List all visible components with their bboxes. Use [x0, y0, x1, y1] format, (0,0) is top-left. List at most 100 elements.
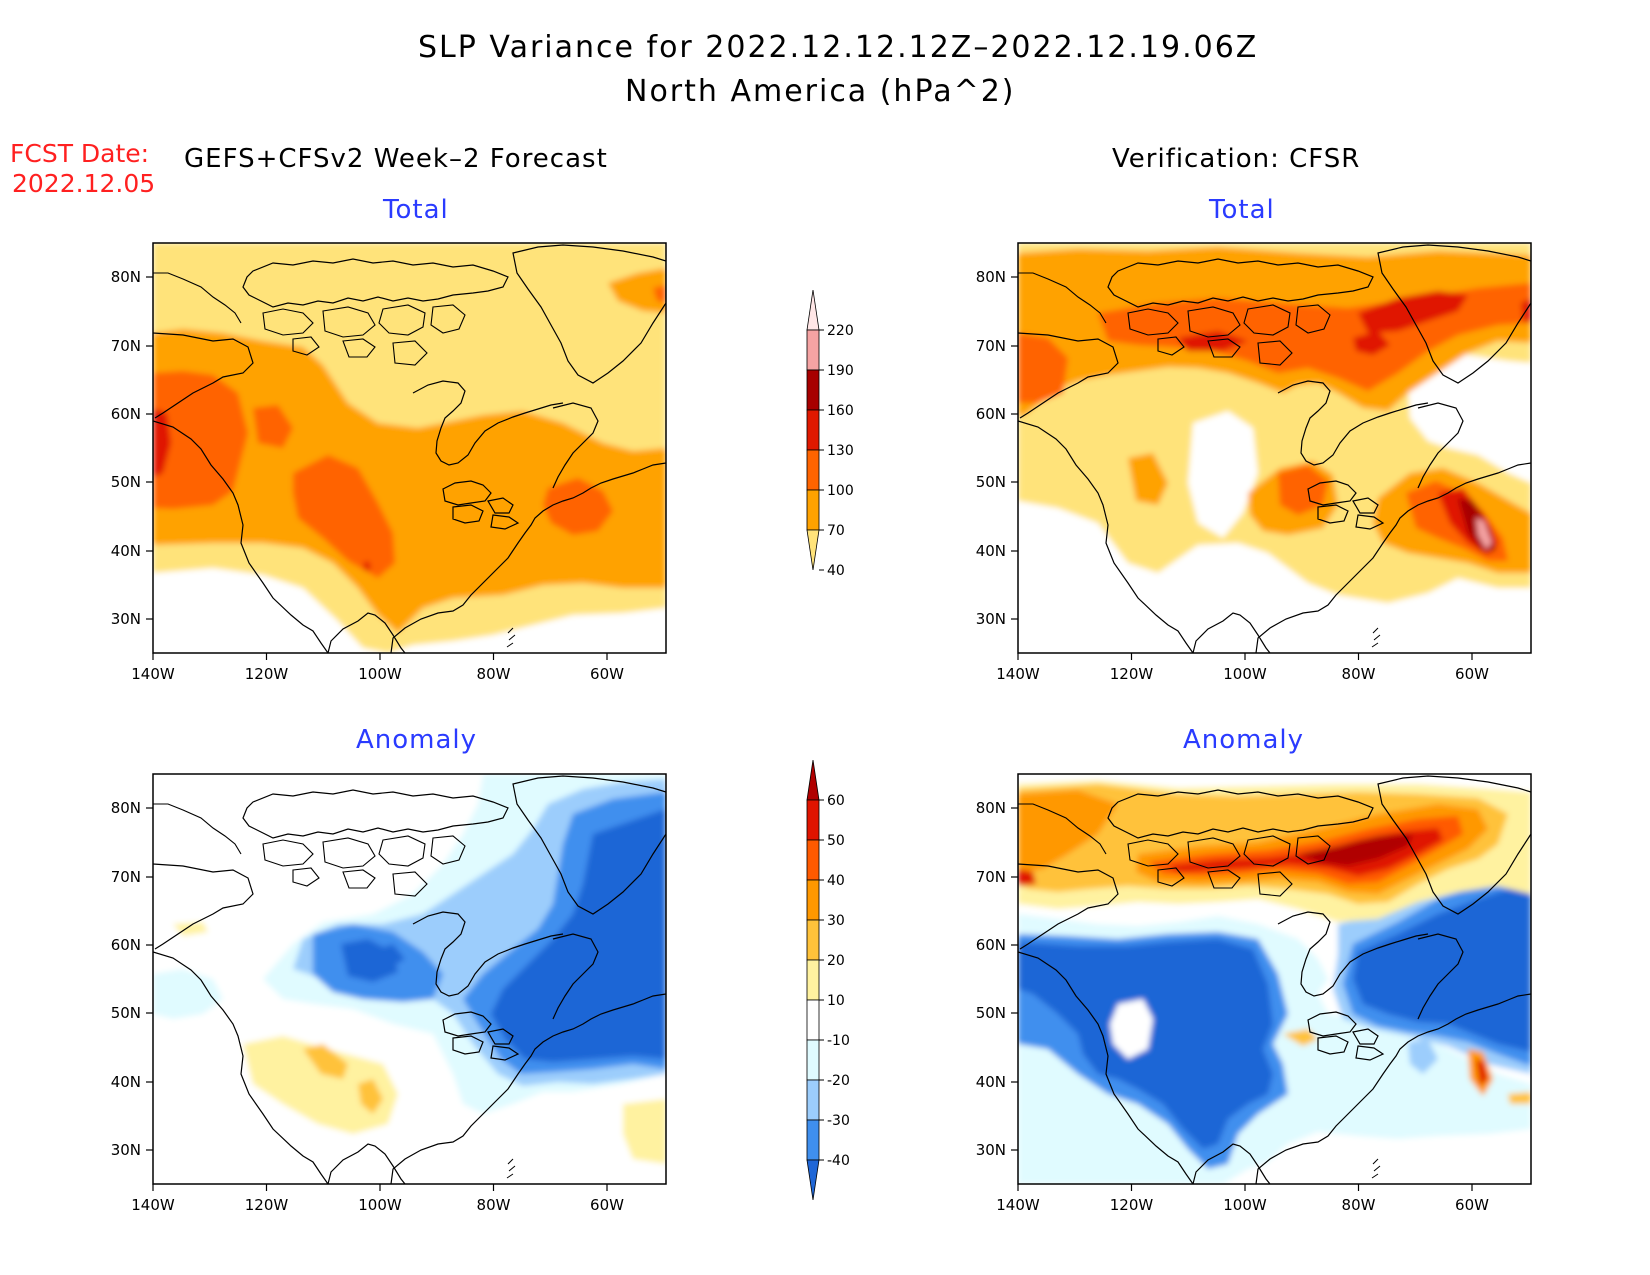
lat-tick-label: 80N [111, 799, 141, 817]
lat-tick-label: 40N [111, 1073, 141, 1091]
colorbar-arrow-top [806, 289, 820, 331]
colorbar-label: 220 [827, 323, 854, 339]
colorbar-label: -20 [827, 1073, 850, 1089]
lat-tick-label: 70N [976, 337, 1006, 355]
panel-title-fc-total: Total [383, 195, 449, 225]
lon-tick-label: 80W [477, 1196, 511, 1214]
map-forecast-anomaly [153, 774, 666, 1184]
colorbar-label: 60 [827, 793, 845, 809]
lon-tick-label: 60W [590, 1196, 624, 1214]
colorbar-label: 50 [827, 833, 845, 849]
colorbar-label: -10 [827, 1033, 850, 1049]
colorbar-total: 40 70 100 130 160 190 220 [806, 289, 854, 579]
colorbar-label: 190 [827, 363, 854, 379]
lat-tick-label: 80N [111, 268, 141, 286]
forecast-header: GEFS+CFSv2 Week–2 Forecast [184, 144, 608, 174]
lat-tick-label: 80N [976, 799, 1006, 817]
fcst-date-label: FCST Date: [10, 139, 150, 168]
lat-tick-label: 50N [976, 1004, 1006, 1022]
lon-tick-label: 80W [1342, 1196, 1376, 1214]
page-title: SLP Variance for 2022.12.12.12Z–2022.12.… [418, 30, 1259, 65]
colorbar-label: 40 [827, 873, 845, 889]
map-verification-total [1018, 243, 1531, 653]
lon-tick-label: 140W [996, 1196, 1040, 1214]
lat-tick-label: 50N [976, 473, 1006, 491]
frame-forecast-total [152, 242, 667, 654]
colorbar-segment [806, 799, 820, 841]
colorbar-label: 20 [827, 953, 845, 969]
colorbar-segment [806, 919, 820, 961]
axes-layer: 140W 120W 100W 80W 60W 80N 70N 60N 50N 40N 30N 140W… [111, 268, 1489, 1214]
frame-verification-total [1017, 242, 1532, 654]
lon-tick-label: 80W [477, 665, 511, 683]
lat-tick-label: 40N [111, 542, 141, 560]
colorbar-segment [806, 1079, 820, 1121]
colorbar-arrow-bottom [806, 529, 820, 571]
colorbar-label: 30 [827, 913, 845, 929]
lat-tick-label: 40N [976, 1073, 1006, 1091]
lon-tick-label: 100W [358, 1196, 402, 1214]
colorbar-label: -40 [827, 1153, 850, 1169]
lat-tick-label: 60N [976, 936, 1006, 954]
lon-tick-label: 120W [245, 1196, 289, 1214]
colorbar-label: 130 [827, 443, 854, 459]
map-forecast-total [153, 243, 666, 653]
panel-title-vf-total: Total [1209, 195, 1275, 225]
page-subtitle: North America (hPa^2) [625, 74, 1016, 109]
lon-tick-label: 60W [1455, 665, 1489, 683]
colorbar-label: 100 [827, 483, 854, 499]
lon-tick-label: 100W [1223, 665, 1267, 683]
map-verification-anomaly [1018, 774, 1531, 1184]
colorbar-label: 70 [827, 523, 845, 539]
colorbar-segment [806, 1039, 820, 1081]
lon-tick-label: 100W [1223, 1196, 1267, 1214]
colorbar-segment [806, 879, 820, 921]
lat-tick-label: 80N [976, 268, 1006, 286]
lat-tick-label: 70N [111, 868, 141, 886]
colorbar-label: 160 [827, 403, 854, 419]
lon-tick-label: 140W [996, 665, 1040, 683]
lon-tick-label: 120W [1110, 665, 1154, 683]
frame-forecast-anomaly [152, 773, 667, 1185]
lat-tick-label: 30N [111, 1141, 141, 1159]
lat-tick-label: 50N [111, 473, 141, 491]
lon-tick-label: 60W [1455, 1196, 1489, 1214]
colorbar-segment [806, 1119, 820, 1161]
lon-tick-label: 100W [358, 665, 402, 683]
lon-tick-label: 80W [1342, 665, 1376, 683]
colorbar-anomaly: -40 -30 -20 -10 10 20 30 40 50 60 [806, 759, 850, 1201]
lat-tick-label: 60N [111, 936, 141, 954]
fcst-date-value: 2022.12.05 [12, 169, 156, 198]
frame-verification-anomaly [1017, 773, 1532, 1185]
lon-tick-label: 60W [590, 665, 624, 683]
lat-tick-label: 30N [976, 610, 1006, 628]
lon-tick-label: 120W [1110, 1196, 1154, 1214]
colorbar-segment [806, 999, 820, 1041]
lat-tick-label: 70N [111, 337, 141, 355]
colorbar-label: 40 [827, 563, 845, 579]
lat-tick-label: 60N [111, 405, 141, 423]
colorbar-segment [806, 489, 820, 531]
colorbar-segment [806, 369, 820, 411]
colorbar-label: 10 [827, 993, 845, 1009]
colorbar-segment [806, 959, 820, 1001]
colorbar-arrow-bottom [806, 1159, 820, 1201]
colorbar-arrow-top [806, 759, 820, 801]
verification-header: Verification: CFSR [1112, 144, 1361, 174]
lat-tick-label: 40N [976, 542, 1006, 560]
colorbar-segment [806, 409, 820, 451]
lon-tick-label: 120W [245, 665, 289, 683]
lon-tick-label: 140W [131, 665, 175, 683]
panel-title-vf-anom: Anomaly [1183, 725, 1305, 755]
lat-tick-label: 30N [976, 1141, 1006, 1159]
lat-tick-label: 60N [976, 405, 1006, 423]
colorbar-segment [806, 449, 820, 491]
lat-tick-label: 70N [976, 868, 1006, 886]
lat-tick-label: 30N [111, 610, 141, 628]
colorbar-segment [806, 839, 820, 881]
panel-title-fc-anom: Anomaly [356, 725, 478, 755]
colorbars-layer: 40 70 100 130 160 190 220 -40 -30 -20 -10 10 20 30 40 5… [806, 289, 854, 1201]
colorbar-label: -30 [827, 1113, 850, 1129]
colorbar-segment [806, 329, 820, 371]
